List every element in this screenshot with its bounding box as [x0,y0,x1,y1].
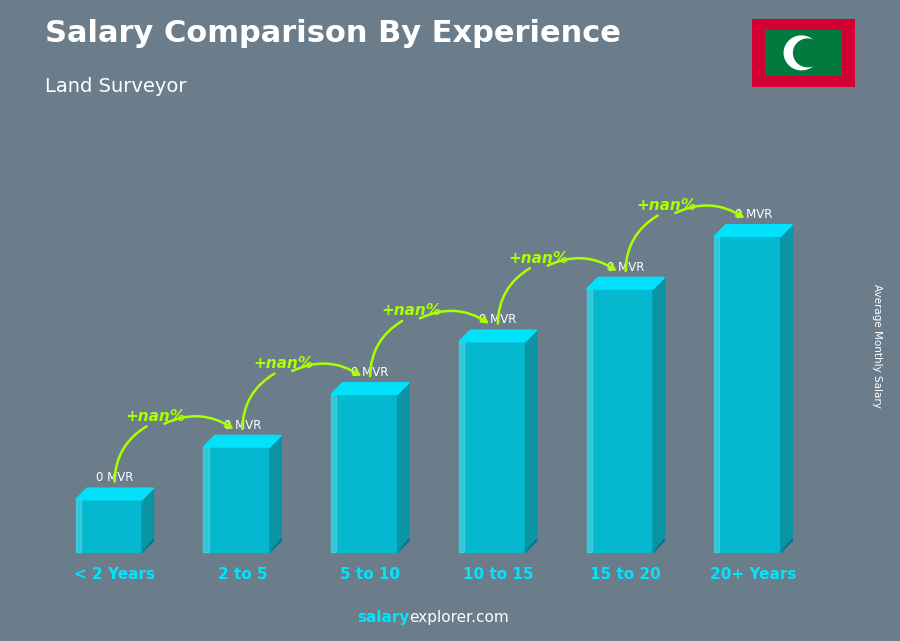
Polygon shape [76,500,142,553]
Bar [765,30,842,76]
Polygon shape [715,237,719,553]
Text: 10 to 15: 10 to 15 [463,567,533,582]
Polygon shape [784,36,819,70]
Text: 0 MVR: 0 MVR [734,208,772,221]
Polygon shape [142,488,154,553]
Text: 5 to 10: 5 to 10 [340,567,400,582]
Polygon shape [142,538,154,553]
Polygon shape [794,39,822,67]
Text: Land Surveyor: Land Surveyor [45,77,186,96]
Polygon shape [203,447,209,553]
Text: +nan%: +nan% [125,409,185,424]
Polygon shape [653,538,664,553]
Polygon shape [715,237,781,553]
Polygon shape [331,394,337,553]
Polygon shape [459,342,526,553]
Text: 0 MVR: 0 MVR [607,261,644,274]
Polygon shape [587,289,653,553]
Text: 15 to 20: 15 to 20 [590,567,661,582]
Polygon shape [526,330,536,553]
Polygon shape [781,225,792,553]
Polygon shape [526,538,536,553]
Polygon shape [715,225,792,237]
Text: explorer.com: explorer.com [410,610,509,625]
Polygon shape [459,330,536,342]
Polygon shape [398,383,410,553]
Polygon shape [331,394,398,553]
Polygon shape [587,278,664,289]
Text: 2 to 5: 2 to 5 [218,567,267,582]
Text: 0 MVR: 0 MVR [96,471,133,485]
Polygon shape [459,342,464,553]
Polygon shape [203,447,270,553]
Text: +nan%: +nan% [253,356,313,371]
Polygon shape [76,488,154,500]
Polygon shape [270,435,282,553]
Text: Average Monthly Salary: Average Monthly Salary [872,284,883,408]
Text: salary: salary [357,610,410,625]
Polygon shape [398,538,410,553]
Polygon shape [270,538,282,553]
Polygon shape [203,435,282,447]
Polygon shape [587,289,591,553]
Text: +nan%: +nan% [508,251,569,266]
Text: 0 MVR: 0 MVR [224,419,261,432]
Text: < 2 Years: < 2 Years [74,567,155,582]
Text: Salary Comparison By Experience: Salary Comparison By Experience [45,19,621,48]
Polygon shape [653,278,664,553]
Polygon shape [781,538,792,553]
Text: 0 MVR: 0 MVR [479,313,517,326]
Polygon shape [331,383,410,394]
Text: +nan%: +nan% [381,303,441,319]
Polygon shape [76,500,81,553]
Text: 0 MVR: 0 MVR [351,366,389,379]
Text: +nan%: +nan% [636,198,697,213]
Text: 20+ Years: 20+ Years [710,567,796,582]
